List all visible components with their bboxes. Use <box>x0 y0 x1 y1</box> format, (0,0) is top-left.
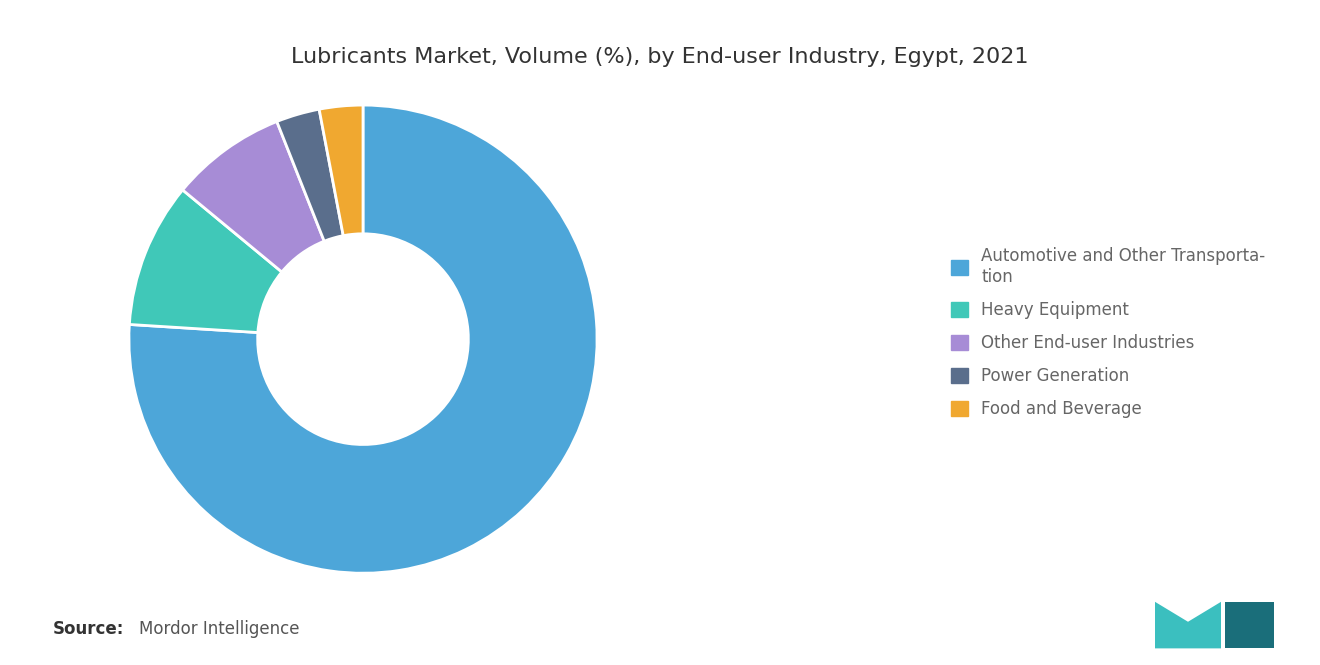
Polygon shape <box>1225 602 1274 648</box>
Polygon shape <box>1155 602 1221 648</box>
Text: Source:: Source: <box>53 620 124 638</box>
Wedge shape <box>129 190 282 332</box>
Text: Mordor Intelligence: Mordor Intelligence <box>139 620 300 638</box>
Wedge shape <box>129 105 597 573</box>
Text: Lubricants Market, Volume (%), by End-user Industry, Egypt, 2021: Lubricants Market, Volume (%), by End-us… <box>292 47 1028 66</box>
Wedge shape <box>182 122 325 272</box>
Legend: Automotive and Other Transporta-
tion, Heavy Equipment, Other End-user Industrie: Automotive and Other Transporta- tion, H… <box>945 241 1272 424</box>
Circle shape <box>257 234 469 444</box>
Wedge shape <box>319 105 363 235</box>
Wedge shape <box>277 109 343 241</box>
